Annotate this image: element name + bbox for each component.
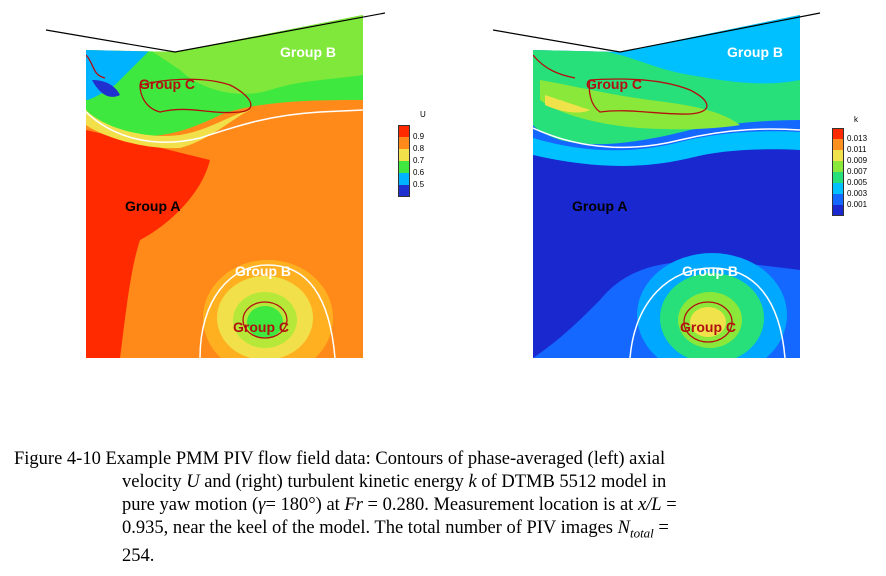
caption-symbol-gamma: γ bbox=[258, 495, 266, 515]
legend-swatch bbox=[832, 161, 844, 172]
caption-line-5: 254. bbox=[122, 545, 155, 566]
right-label-group-c-top: Group C bbox=[586, 76, 642, 92]
caption-symbol-n: N bbox=[617, 518, 630, 538]
legend-swatch bbox=[832, 150, 844, 161]
caption-line-4: 0.935, near the keel of the model. The t… bbox=[14, 517, 876, 545]
legend-swatch bbox=[832, 205, 844, 216]
caption-line-3: pure yaw motion (γ= 180°) at Fr = 0.280.… bbox=[14, 494, 876, 517]
legend-tick-label: 0.009 bbox=[847, 156, 868, 165]
right-label-group-b-bottom: Group B bbox=[682, 263, 738, 279]
legend-swatch bbox=[398, 137, 410, 149]
caption-text: of DTMB 5512 model in bbox=[476, 472, 667, 492]
legend-swatch bbox=[832, 139, 844, 150]
figure: Group B Group C Group A Group B Group C … bbox=[45, 12, 882, 358]
right-label-group-a: Group A bbox=[572, 198, 628, 214]
caption-symbol-k: k bbox=[468, 472, 477, 492]
caption-text: = 0.280. Measurement location is at bbox=[362, 495, 638, 515]
right-legend-title: k bbox=[854, 115, 858, 124]
left-label-group-a: Group A bbox=[125, 198, 181, 214]
left-legend: U 0.9 0.8 0.7 0.6 0.5 bbox=[398, 110, 438, 197]
right-label-group-b-top: Group B bbox=[727, 44, 783, 60]
legend-tick-label: 0.011 bbox=[847, 145, 867, 154]
caption-text: 0.935, near the keel of the model. The t… bbox=[122, 518, 618, 538]
left-hull-line bbox=[45, 12, 386, 53]
legend-swatch bbox=[832, 172, 844, 183]
right-legend: k 0.013 0.011 0.009 0.007 0.005 0.003 0.001 bbox=[832, 115, 882, 216]
left-legend-title: U bbox=[420, 110, 426, 119]
left-contour-plot bbox=[45, 12, 386, 358]
caption-symbol-xl: x/L bbox=[637, 495, 662, 515]
figure-caption: Figure 4-10 Example PMM PIV flow field d… bbox=[14, 448, 876, 568]
legend-swatch bbox=[832, 183, 844, 194]
legend-swatch bbox=[398, 185, 410, 197]
legend-tick-label: 0.007 bbox=[847, 167, 868, 176]
legend-tick-label: 0.8 bbox=[413, 144, 425, 153]
legend-tick-label: 0.001 bbox=[847, 200, 868, 209]
right-hull-line bbox=[492, 12, 821, 53]
caption-text: = 180°) at bbox=[265, 495, 345, 515]
caption-text: = bbox=[653, 518, 669, 538]
caption-subscript-total: total bbox=[629, 525, 654, 541]
caption-text: = bbox=[661, 495, 677, 515]
caption-symbol-u: U bbox=[186, 472, 200, 492]
legend-tick-label: 0.005 bbox=[847, 178, 868, 187]
legend-tick-label: 0.5 bbox=[413, 180, 425, 189]
right-contour-plot bbox=[492, 12, 821, 358]
caption-line-1: Figure 4-10 Example PMM PIV flow field d… bbox=[14, 449, 666, 469]
caption-text: velocity bbox=[122, 472, 187, 492]
legend-tick-label: 0.013 bbox=[847, 134, 868, 143]
right-label-group-c-bottom: Group C bbox=[680, 319, 736, 335]
caption-text: pure yaw motion ( bbox=[122, 495, 259, 515]
legend-swatch bbox=[398, 125, 410, 137]
legend-swatch bbox=[398, 149, 410, 161]
caption-line-2: velocity U and (right) turbulent kinetic… bbox=[14, 471, 876, 494]
left-label-group-b-bottom: Group B bbox=[235, 263, 291, 279]
left-label-group-b-top: Group B bbox=[280, 44, 336, 60]
left-label-group-c-top: Group C bbox=[139, 76, 195, 92]
legend-swatch bbox=[398, 161, 410, 173]
legend-tick-label: 0.9 bbox=[413, 132, 425, 141]
legend-swatch bbox=[832, 194, 844, 205]
legend-tick-label: 0.003 bbox=[847, 189, 868, 198]
legend-swatch bbox=[832, 128, 844, 139]
legend-swatch bbox=[398, 173, 410, 185]
left-label-group-c-bottom: Group C bbox=[233, 319, 289, 335]
caption-symbol-fr: Fr bbox=[344, 495, 363, 515]
legend-tick-label: 0.7 bbox=[413, 156, 425, 165]
caption-text: and (right) turbulent kinetic energy bbox=[199, 472, 469, 492]
legend-tick-label: 0.6 bbox=[413, 168, 425, 177]
